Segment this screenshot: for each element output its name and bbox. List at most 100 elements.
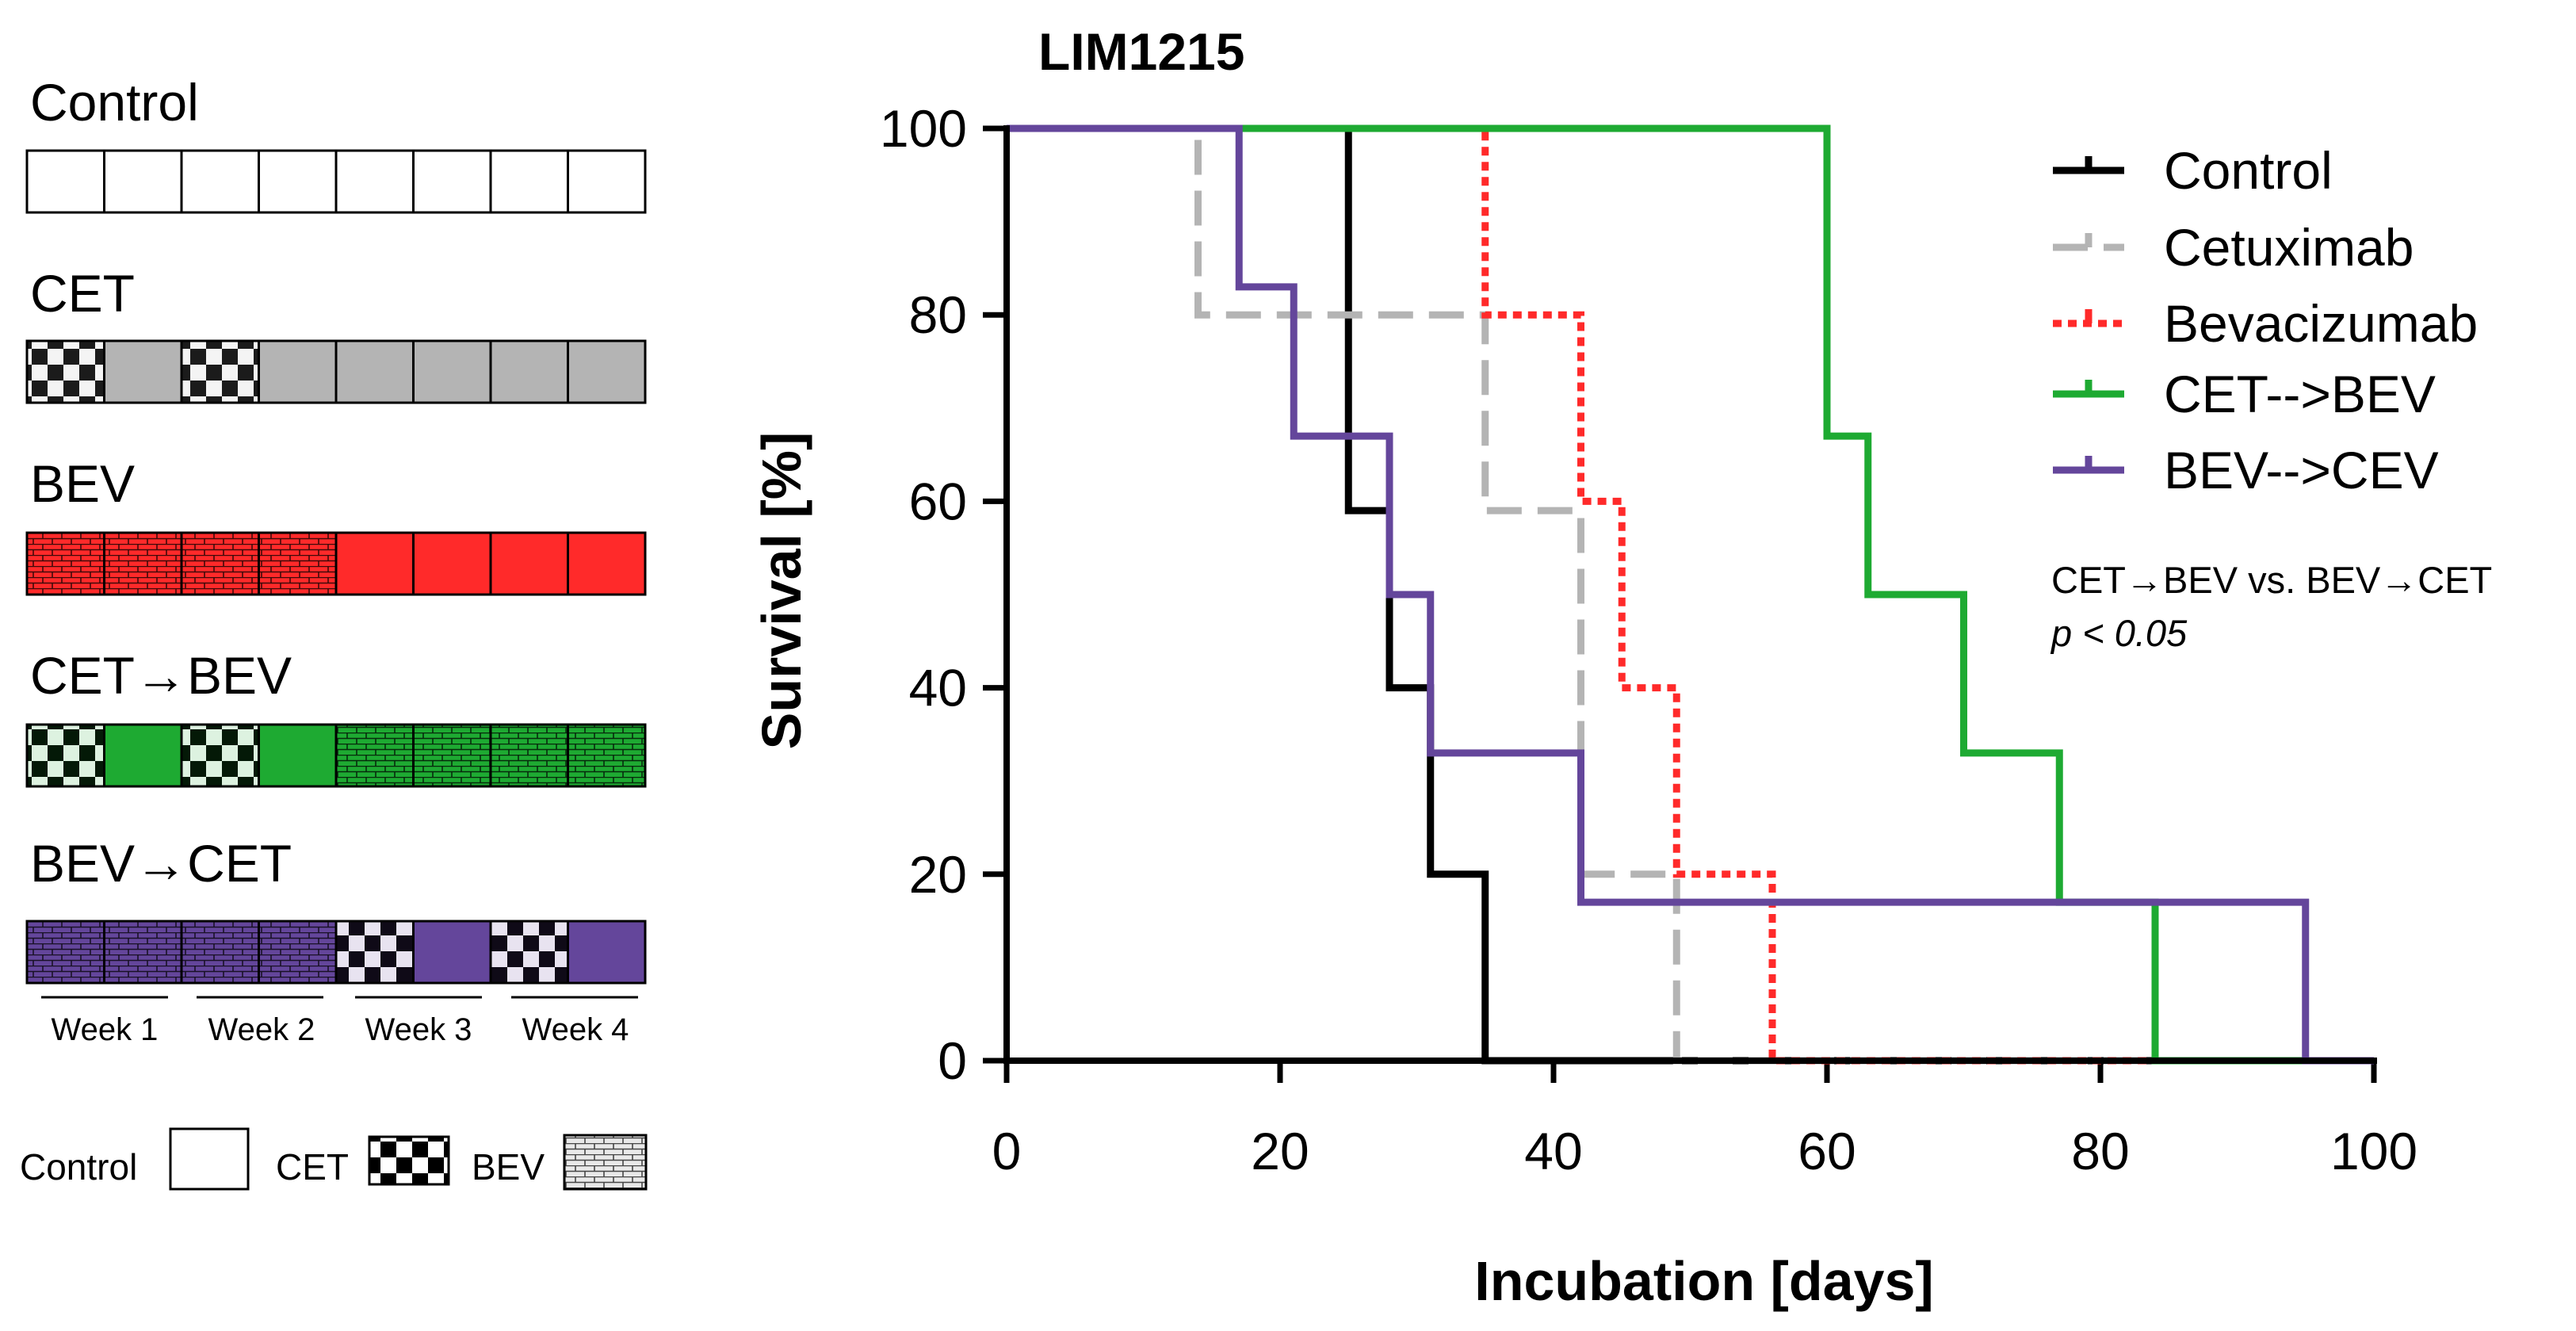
schedule-cell-texture (25, 531, 105, 596)
axis-ticks: 0 20 40 60 80 100 0 20 40 60 80 100 (880, 99, 2417, 1180)
key-cet-label: CET (276, 1146, 349, 1188)
schedule-cell (412, 339, 492, 404)
schedule-cell-check (489, 920, 569, 985)
legend-item: Control (2053, 141, 2333, 200)
schedule-cell (258, 149, 338, 214)
schedule-row-label: BEV (30, 454, 135, 513)
schedule-cell (180, 149, 260, 214)
series-line (1007, 124, 2374, 1065)
schedule-row-3: CET→BEV (25, 646, 647, 788)
schedule-cell (103, 149, 183, 214)
legend-item: Bevacizumab (2053, 294, 2478, 353)
schedule-cell (334, 149, 415, 214)
schedule-cell-texture (103, 920, 183, 985)
legend-item: Cetuximab (2053, 218, 2414, 277)
survival-chart: LIM1215 Survival [%] Incubation [days] 0… (751, 22, 2492, 1312)
schedule-row-1: CET (25, 264, 647, 404)
key-bev-swatch-texture (564, 1135, 646, 1189)
axes (1003, 125, 2377, 1064)
schedule-cell (334, 531, 415, 596)
schedule-cell-texture (25, 920, 105, 985)
x-axis-label: Incubation [days] (1474, 1250, 1933, 1312)
schedule-row-label: BEV→CET (30, 834, 292, 893)
week-labels: Week 1 Week 2 Week 3 Week 4 (41, 996, 638, 1047)
schedule-cell-texture (258, 920, 338, 985)
schedule-row-label: Control (30, 73, 199, 132)
schedule-cell-texture (180, 920, 260, 985)
legend-label: Cetuximab (2164, 218, 2414, 277)
legend-item: BEV-->CEV (2053, 441, 2439, 499)
schedule-cells (25, 723, 647, 788)
schedule-cell-check (180, 339, 260, 404)
schedule-cell-texture (180, 531, 260, 596)
schedule-cell-texture (258, 531, 338, 596)
week-label: Week 2 (208, 1012, 315, 1047)
y-tick-label: 100 (880, 99, 967, 158)
legend-label: Bevacizumab (2164, 294, 2478, 353)
schedule-cell (412, 531, 492, 596)
schedule-cell (567, 920, 647, 985)
schedule-cell (258, 723, 338, 788)
schedule-cell-texture (489, 723, 569, 788)
x-tick-label: 20 (1251, 1122, 1309, 1180)
series-lines (1007, 124, 2374, 1065)
key-bev-label: BEV (472, 1146, 545, 1188)
schedule-cell (489, 531, 569, 596)
y-tick-label: 20 (909, 845, 967, 904)
schedule-row-4: BEV→CET (25, 834, 647, 985)
schedule-cell (489, 339, 569, 404)
pattern-key: Control CET BEV (20, 1127, 648, 1191)
week-label: Week 4 (522, 1012, 629, 1047)
schedule-cell-check (334, 920, 415, 985)
schedule-cell (258, 339, 338, 404)
legend: Control Cetuximab Bevacizumab CET-->BEV … (2053, 141, 2478, 499)
x-tick-label: 80 (2071, 1122, 2129, 1180)
schedule-cell (412, 920, 492, 985)
y-tick-label: 40 (909, 659, 967, 717)
x-tick-label: 40 (1524, 1122, 1582, 1180)
schedule-cell (103, 339, 183, 404)
x-tick-label: 60 (1798, 1122, 1856, 1180)
legend-label: BEV-->CEV (2164, 441, 2439, 499)
schedule-cells (25, 339, 647, 404)
y-tick-label: 80 (909, 285, 967, 344)
schedule-cell (567, 149, 647, 214)
schedule-cell-check (180, 723, 260, 788)
schedule-cell (334, 339, 415, 404)
chart-title: LIM1215 (1038, 22, 1244, 81)
schedule-cell (25, 149, 105, 214)
schedule-row-label: CET→BEV (30, 646, 292, 705)
x-tick-label: 100 (2330, 1122, 2417, 1180)
schedule-cells (25, 531, 647, 596)
schedule-cell-check (25, 723, 105, 788)
schedule-cells (25, 920, 647, 985)
key-control-swatch (169, 1127, 250, 1191)
x-tick-label: 0 (992, 1122, 1022, 1180)
schedule-cell (103, 723, 183, 788)
series-line (1007, 124, 2374, 1065)
y-axis-label: Survival [%] (751, 432, 812, 750)
schedule-cell (567, 531, 647, 596)
week-label: Week 1 (52, 1012, 159, 1047)
schedule-cell-texture (103, 531, 183, 596)
key-control-label: Control (20, 1146, 137, 1188)
legend-label: Control (2164, 141, 2333, 200)
week-label: Week 3 (365, 1012, 472, 1047)
key-cet-swatch (368, 1135, 450, 1186)
schedule-cell-texture (334, 723, 415, 788)
schedule-row-2: BEV (25, 454, 647, 596)
schedule-row-0: Control (25, 73, 647, 214)
schedule-cell (489, 149, 569, 214)
schedule-cell-check (25, 339, 105, 404)
schedule-cell (567, 339, 647, 404)
schedule-panel: Control CET BEV CET→BEV BEV→CET Week 1 W… (20, 73, 648, 1191)
y-tick-label: 0 (938, 1031, 967, 1090)
schedule-row-label: CET (30, 264, 135, 323)
legend-label: CET-->BEV (2164, 365, 2436, 423)
y-tick-label: 60 (909, 472, 967, 530)
schedule-cell (412, 149, 492, 214)
p-value: p < 0.05 (2050, 612, 2188, 654)
schedule-cells (25, 149, 647, 214)
schedule-cell-texture (412, 723, 492, 788)
